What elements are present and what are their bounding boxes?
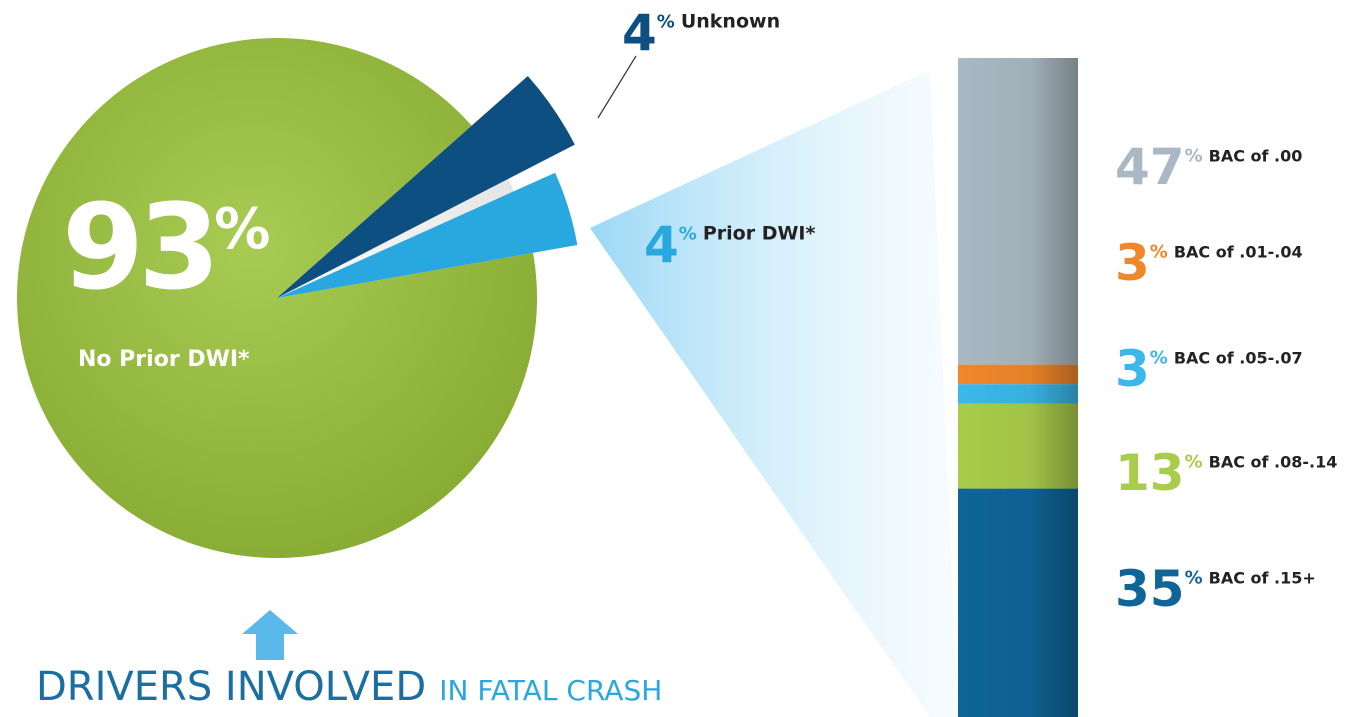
title-main: DRIVERS INVOLVED <box>36 664 426 710</box>
title-sub: IN FATAL CRASH <box>439 674 662 707</box>
value-label: 47% BAC of .00 <box>1115 138 1302 196</box>
stacked-bar: 47% BAC of .00 3% BAC of .01-.04 3% BAC of .0… <box>958 58 1337 717</box>
category-label: Unknown <box>681 11 780 33</box>
arrow <box>242 610 298 660</box>
pie-slice <box>277 172 578 298</box>
unit: % <box>1150 242 1168 263</box>
value-number: 13 <box>1115 444 1185 502</box>
category-label: No Prior DWI* <box>78 347 250 372</box>
value-number: 47 <box>1115 138 1185 196</box>
value-label: 3% BAC of .05-.07 <box>1115 340 1303 398</box>
unit: % <box>1185 452 1203 473</box>
leader-line <box>597 55 637 119</box>
bar-shade <box>958 58 1078 717</box>
funnel <box>590 70 958 717</box>
value-number: 93 <box>62 178 214 316</box>
value-label: 3% BAC of .01-.04 <box>1115 234 1303 292</box>
unit: % <box>1185 146 1203 167</box>
value-number: 4 <box>644 216 679 274</box>
category-label: BAC of .05-.07 <box>1174 349 1303 368</box>
value-label: 13% BAC of .08-.14 <box>1115 444 1337 502</box>
value-label: 93% <box>62 178 270 316</box>
category-label: BAC of .00 <box>1209 147 1303 166</box>
value-number: 3 <box>1115 340 1150 398</box>
value-label: 35% BAC of .15+ <box>1115 560 1316 618</box>
category-label: BAC of .15+ <box>1209 569 1316 588</box>
unit: % <box>1185 568 1203 589</box>
pie-slice <box>277 75 575 299</box>
value-number: 35 <box>1115 560 1185 618</box>
category-label: Prior DWI* <box>703 223 816 245</box>
category-label: BAC of .08-.14 <box>1209 453 1338 472</box>
title: DRIVERS INVOLVED IN FATAL CRASH <box>36 664 662 710</box>
value-label: 4% Prior DWI* <box>644 216 815 274</box>
value-number: 3 <box>1115 234 1150 292</box>
unit: % <box>1150 348 1168 369</box>
unit: % <box>214 197 270 262</box>
unit: % <box>679 224 697 245</box>
value-number: 4 <box>622 4 657 62</box>
unit: % <box>657 12 675 33</box>
category-label: BAC of .01-.04 <box>1174 243 1303 262</box>
value-label: 4% Unknown <box>622 4 780 62</box>
